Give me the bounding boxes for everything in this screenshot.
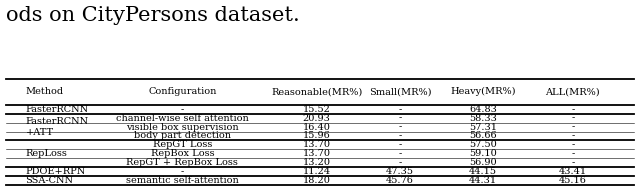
Text: -: - xyxy=(571,114,575,123)
Text: 58.33: 58.33 xyxy=(469,114,497,123)
Text: -: - xyxy=(398,114,402,123)
Text: -: - xyxy=(571,149,575,158)
Text: 56.90: 56.90 xyxy=(469,158,497,167)
Text: 45.16: 45.16 xyxy=(559,176,587,185)
Text: semantic self-attention: semantic self-attention xyxy=(126,176,239,185)
Text: ALL(MR%): ALL(MR%) xyxy=(545,87,600,96)
Text: 43.41: 43.41 xyxy=(559,167,587,176)
Text: 18.20: 18.20 xyxy=(303,176,331,185)
Text: FasterRCNN
+ATT: FasterRCNN +ATT xyxy=(26,117,89,137)
Text: -: - xyxy=(398,149,402,158)
Text: 13.70: 13.70 xyxy=(303,149,331,158)
Text: 13.70: 13.70 xyxy=(303,140,331,149)
Text: 59.10: 59.10 xyxy=(469,149,497,158)
Text: SSA-CNN: SSA-CNN xyxy=(26,176,74,185)
Text: Reasonable(MR%): Reasonable(MR%) xyxy=(271,87,362,96)
Text: -: - xyxy=(571,140,575,149)
Text: Configuration: Configuration xyxy=(148,87,216,96)
Text: RepGT Loss: RepGT Loss xyxy=(153,140,212,149)
Text: Heavy(MR%): Heavy(MR%) xyxy=(451,87,516,96)
Text: -: - xyxy=(398,158,402,167)
Text: 15.52: 15.52 xyxy=(303,105,331,114)
Text: RepBox Loss: RepBox Loss xyxy=(150,149,214,158)
Text: RepLoss: RepLoss xyxy=(26,149,67,158)
Text: PDOE+RPN: PDOE+RPN xyxy=(26,167,86,176)
Text: -: - xyxy=(398,105,402,114)
Text: RepGT + RepBox Loss: RepGT + RepBox Loss xyxy=(127,158,238,167)
Text: -: - xyxy=(571,105,575,114)
Text: Small(MR%): Small(MR%) xyxy=(369,87,431,96)
Text: 44.15: 44.15 xyxy=(469,167,497,176)
Text: 13.20: 13.20 xyxy=(303,158,331,167)
Text: body part detection: body part detection xyxy=(134,131,231,140)
Text: 47.35: 47.35 xyxy=(386,167,414,176)
Text: 16.40: 16.40 xyxy=(303,122,331,132)
Text: 15.96: 15.96 xyxy=(303,131,331,140)
Text: -: - xyxy=(180,105,184,114)
Text: -: - xyxy=(398,140,402,149)
Text: FasterRCNN: FasterRCNN xyxy=(26,105,89,114)
Text: -: - xyxy=(398,131,402,140)
Text: 20.93: 20.93 xyxy=(303,114,331,123)
Text: Method: Method xyxy=(26,87,64,96)
Text: 57.50: 57.50 xyxy=(469,140,497,149)
Text: 44.31: 44.31 xyxy=(469,176,497,185)
Text: -: - xyxy=(180,167,184,176)
Text: 57.31: 57.31 xyxy=(469,122,497,132)
Text: 11.24: 11.24 xyxy=(303,167,331,176)
Text: 64.83: 64.83 xyxy=(469,105,497,114)
Text: -: - xyxy=(571,122,575,132)
Text: -: - xyxy=(571,158,575,167)
Text: -: - xyxy=(571,131,575,140)
Text: channel-wise self attention: channel-wise self attention xyxy=(116,114,249,123)
Text: 45.76: 45.76 xyxy=(386,176,414,185)
Text: 56.66: 56.66 xyxy=(469,131,497,140)
Text: ods on CityPersons dataset.: ods on CityPersons dataset. xyxy=(6,6,300,25)
Text: visible box supervision: visible box supervision xyxy=(126,122,239,132)
Text: -: - xyxy=(398,122,402,132)
